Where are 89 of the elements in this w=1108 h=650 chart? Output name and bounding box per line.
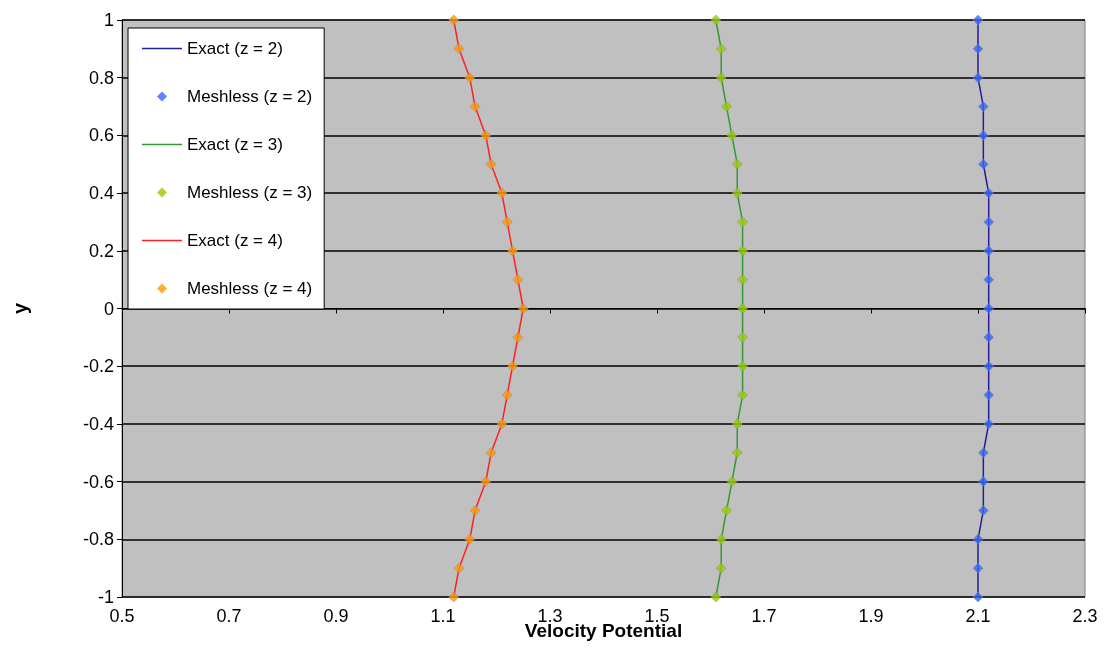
point (978, 101, 989, 112)
point (972, 72, 984, 83)
x-tick-label: 0.9 (323, 606, 349, 626)
point (469, 101, 481, 112)
point (983, 418, 994, 430)
point (972, 591, 984, 603)
point (737, 274, 748, 285)
legend-label: Exact (z = 3) (187, 135, 283, 154)
point (737, 303, 748, 314)
point (737, 389, 748, 401)
point (978, 158, 989, 170)
point (978, 447, 989, 459)
y-tick-label: -0.8 (82, 529, 114, 550)
point (731, 418, 743, 430)
point (737, 360, 748, 372)
point (485, 447, 497, 459)
y-axis-title: y (9, 302, 31, 315)
point (737, 245, 748, 257)
point (737, 216, 748, 228)
point (512, 332, 524, 343)
y-tick-label: -1 (97, 587, 114, 607)
point (517, 303, 529, 314)
point (507, 245, 518, 257)
point (972, 14, 984, 26)
point (715, 534, 727, 545)
point (978, 476, 989, 487)
point (464, 534, 476, 545)
point (512, 274, 524, 285)
legend-label: Exact (z = 4) (187, 231, 283, 250)
point (715, 43, 727, 55)
legend-label: Meshless (z = 2) (187, 87, 313, 106)
point (978, 130, 989, 141)
x-tick-label: 0.5 (109, 606, 135, 626)
point (978, 505, 989, 516)
point (453, 562, 465, 574)
y-tick-label: -0.6 (82, 471, 114, 492)
point (972, 562, 984, 574)
point (721, 101, 732, 112)
point (983, 187, 994, 199)
point (983, 245, 994, 257)
point (496, 418, 508, 430)
legend-label: Meshless (z = 4) (187, 279, 313, 298)
point (710, 14, 722, 26)
point (501, 389, 513, 401)
point (715, 562, 727, 574)
legend-label: Exact (z = 2) (187, 39, 283, 58)
x-tick-label: 1.9 (858, 606, 884, 626)
point (972, 534, 984, 545)
point (448, 14, 459, 26)
y-tick-label: 0.4 (88, 183, 114, 204)
point (715, 72, 727, 83)
legend-label: Meshless (z = 3) (187, 183, 313, 202)
x-tick-label: 1.1 (430, 606, 456, 626)
y-tick-label: 0.8 (88, 67, 114, 88)
point (726, 476, 738, 487)
x-tick-label: 0.7 (216, 606, 242, 626)
point (710, 591, 722, 603)
y-tick-label: -0.2 (82, 356, 114, 377)
point (453, 43, 465, 55)
point (983, 216, 994, 228)
point (485, 158, 497, 170)
point (972, 43, 984, 55)
point (496, 187, 508, 199)
point (983, 303, 994, 314)
point (480, 476, 492, 487)
y-tick-label: 0.2 (88, 240, 114, 261)
point (721, 505, 732, 516)
point (469, 505, 481, 516)
point (731, 158, 743, 170)
point (983, 360, 994, 372)
x-tick-label: 2.3 (1072, 606, 1098, 626)
y-tick-label: -0.4 (82, 413, 114, 434)
y-tick-label: 0 (103, 298, 114, 319)
point (480, 130, 492, 141)
point (737, 332, 748, 343)
point (501, 216, 513, 228)
point (726, 130, 738, 141)
point (983, 389, 994, 401)
point (983, 274, 994, 285)
point (731, 447, 743, 459)
point (731, 187, 743, 199)
x-tick-label: 2.1 (965, 606, 991, 626)
y-tick-label: 1 (103, 10, 114, 30)
point (448, 591, 459, 603)
point (507, 360, 518, 372)
y-tick-label: 0.6 (88, 125, 114, 146)
point (464, 72, 476, 83)
point (983, 332, 994, 343)
x-tick-label: 1.7 (751, 606, 777, 626)
